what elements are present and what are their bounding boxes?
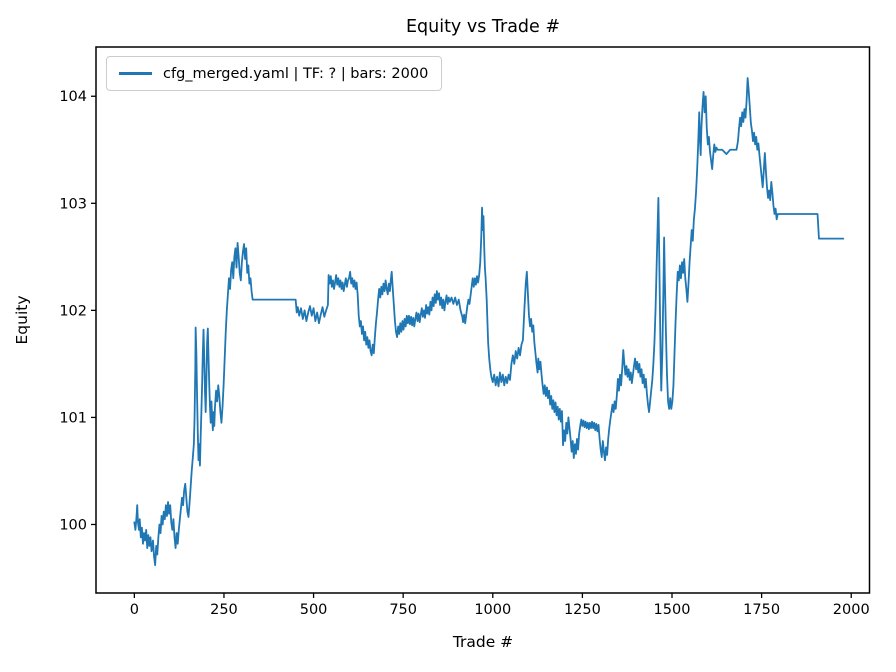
equity-curve-line [133, 77, 845, 567]
y-axis-tick-label: 104 [59, 89, 87, 105]
x-axis-tick-label: 2000 [833, 602, 870, 618]
y-axis-tick-label: 102 [59, 303, 87, 319]
x-axis-label: Trade # [452, 633, 514, 651]
x-axis-tick-label: 1750 [743, 602, 780, 618]
x-axis-tick-label: 1250 [564, 602, 601, 618]
plot-border [95, 46, 871, 594]
legend-label: cfg_merged.yaml | TF: ? | bars: 2000 [163, 65, 429, 82]
x-axis-tick-label: 0 [130, 602, 139, 618]
y-axis-tick-label: 103 [59, 196, 87, 212]
legend-line-sample-icon [119, 72, 152, 75]
x-axis-tick-label: 1500 [654, 602, 691, 618]
legend-box: cfg_merged.yaml | TF: ? | bars: 2000 [106, 56, 443, 91]
x-axis-tick-label: 500 [300, 602, 328, 618]
x-axis-tick-label: 750 [389, 602, 417, 618]
y-axis-tick-label: 101 [59, 410, 87, 426]
y-axis-label: Equity [13, 295, 31, 345]
x-axis-tick-label: 1000 [474, 602, 511, 618]
x-axis-tick-label: 250 [210, 602, 238, 618]
chart-title: Equity vs Trade # [405, 17, 561, 37]
y-axis-tick-label: 100 [59, 517, 87, 533]
